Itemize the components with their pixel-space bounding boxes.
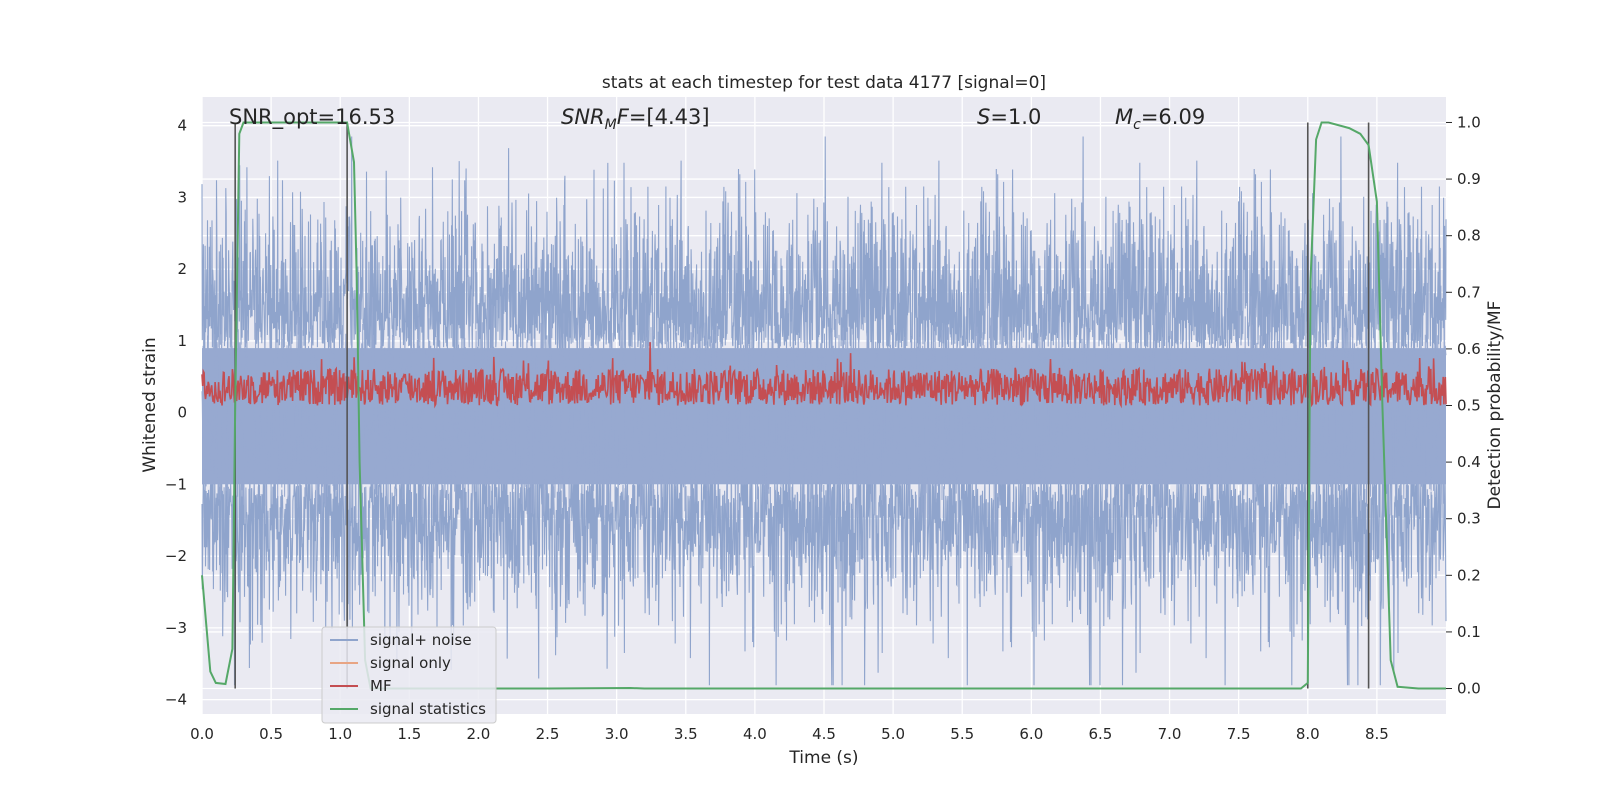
mc-subscript: c xyxy=(1133,117,1141,133)
s-value: =1.0 xyxy=(990,105,1041,129)
y-left-tick-label: 3 xyxy=(177,188,187,206)
y-right-tick-label: 0.6 xyxy=(1457,340,1481,358)
x-tick-label: 4.0 xyxy=(743,725,767,743)
y-axis-right-label: Detection probability/MF xyxy=(1485,301,1505,510)
snr-mf-tail: F xyxy=(617,105,630,129)
y-axis-left-ticks: −4 −3 −2 −1 0 1 2 3 4 xyxy=(165,117,187,709)
x-tick-label: 4.5 xyxy=(812,725,836,743)
x-tick-label: 3.0 xyxy=(605,725,629,743)
snr-mf-subscript: M xyxy=(605,117,617,133)
y-right-tick-label: 0.1 xyxy=(1457,623,1481,641)
x-tick-label: 5.5 xyxy=(950,725,974,743)
y-left-tick-label: 4 xyxy=(177,117,187,135)
x-tick-label: 0.5 xyxy=(259,725,283,743)
snr-mf-value: =[4.43] xyxy=(629,105,710,129)
legend-box xyxy=(321,626,497,724)
legend-label-signal-only: signal only xyxy=(370,654,451,672)
legend: signal+ noise signal only MF signal stat… xyxy=(321,626,497,724)
x-tick-label: 3.5 xyxy=(674,725,698,743)
mc-symbol: M xyxy=(1115,105,1133,129)
x-tick-label: 8.5 xyxy=(1365,725,1389,743)
x-tick-label: 7.5 xyxy=(1227,725,1251,743)
y-right-tick-label: 0.8 xyxy=(1457,227,1481,245)
x-tick-label: 0.0 xyxy=(190,725,214,743)
x-tick-label: 6.0 xyxy=(1019,725,1043,743)
y-left-tick-label: 0 xyxy=(177,404,187,422)
y-right-tick-label: 0.2 xyxy=(1457,566,1481,584)
mf-trace xyxy=(201,342,1447,409)
snr-mf-annotation: SNRMF=[4.43] xyxy=(561,105,710,133)
x-tick-label: 2.5 xyxy=(536,725,560,743)
y-left-tick-label: 2 xyxy=(177,260,187,278)
snr-opt-annotation: SNR_opt=16.53 xyxy=(229,105,395,130)
y-right-tick-label: 0.7 xyxy=(1457,283,1481,301)
x-tick-label: 2.0 xyxy=(467,725,491,743)
signal-statistics-series xyxy=(201,121,1446,690)
legend-label-signal-statistics: signal statistics xyxy=(370,700,486,718)
mf-series xyxy=(201,342,1447,409)
y-right-tick-label: 0.3 xyxy=(1457,510,1481,528)
y-right-tick-label: 1.0 xyxy=(1457,113,1481,131)
x-axis-ticks: 0.0 0.5 1.0 1.5 2.0 2.5 3.0 3.5 4.0 4.5 5.0 5.5 6.0 6… xyxy=(190,725,1389,743)
x-tick-label: 8.0 xyxy=(1296,725,1320,743)
snr-mf-symbol: SNR xyxy=(561,105,605,129)
x-tick-label: 6.5 xyxy=(1089,725,1113,743)
x-tick-label: 1.0 xyxy=(328,725,352,743)
y-left-tick-label: −4 xyxy=(165,691,187,709)
y-left-tick-label: −3 xyxy=(165,619,187,637)
signal-noise-lower-trace xyxy=(201,468,1447,686)
s-symbol: S xyxy=(977,105,990,129)
s-annotation: S=1.0 xyxy=(977,105,1041,129)
signal-statistics-line xyxy=(201,121,1446,690)
y-left-tick-label: −1 xyxy=(165,475,187,493)
x-tick-label: 1.5 xyxy=(397,725,421,743)
chart-title: stats at each timestep for test data 417… xyxy=(602,73,1046,93)
y-axis-left-label: Whitened strain xyxy=(140,337,160,472)
y-axis-right-ticks: 0.0 0.1 0.2 0.3 0.4 0.5 0.6 0.7 0.8 0.9 1.0 xyxy=(1446,113,1481,698)
y-right-tick-label: 0.9 xyxy=(1457,170,1481,188)
x-axis-label: Time (s) xyxy=(788,748,858,768)
legend-label-mf: MF xyxy=(370,677,392,695)
x-tick-label: 5.0 xyxy=(881,725,905,743)
signal-noise-upper-trace xyxy=(201,136,1447,356)
y-left-tick-label: −2 xyxy=(165,547,187,565)
y-right-tick-label: 0.0 xyxy=(1457,680,1481,698)
mc-annotation: Mc=6.09 xyxy=(1115,105,1205,133)
y-left-tick-label: 1 xyxy=(177,332,187,350)
mc-value: =6.09 xyxy=(1141,105,1205,129)
legend-label-signal-noise: signal+ noise xyxy=(370,631,472,649)
x-tick-label: 7.0 xyxy=(1158,725,1182,743)
y-right-tick-label: 0.5 xyxy=(1457,397,1481,415)
y-right-tick-label: 0.4 xyxy=(1457,453,1481,471)
